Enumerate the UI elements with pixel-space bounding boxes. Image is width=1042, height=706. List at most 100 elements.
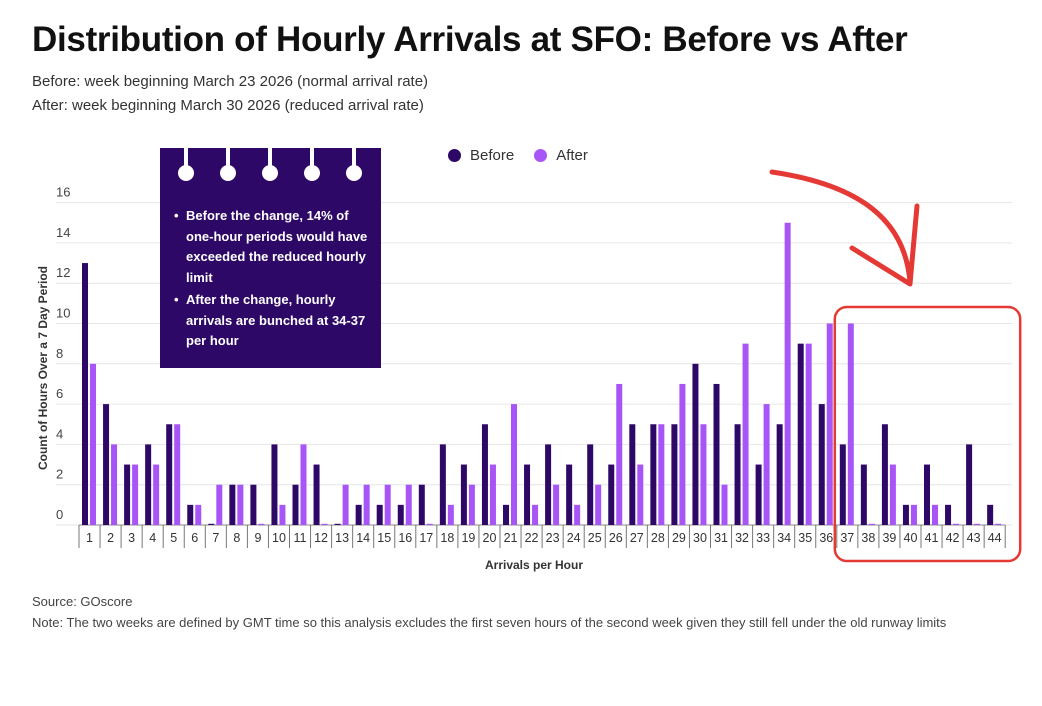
bar-before-2[interactable] [103, 404, 110, 525]
bar-before-42[interactable] [945, 504, 952, 525]
bar-before-24[interactable] [566, 464, 573, 525]
bar-before-27[interactable] [629, 424, 636, 525]
bar-before-18[interactable] [439, 444, 446, 525]
bar-before-41[interactable] [924, 464, 930, 525]
bar-before-10[interactable] [271, 444, 278, 525]
x-tick-label-20: 20 [483, 531, 497, 545]
bar-after-6[interactable] [195, 504, 202, 525]
bar-after-28[interactable] [658, 424, 665, 525]
legend-swatch-after [534, 149, 548, 162]
y-tick-label-0: 0 [56, 507, 63, 522]
bar-before-40[interactable] [902, 504, 909, 525]
bar-before-35[interactable] [797, 343, 804, 525]
bar-after-14[interactable] [363, 484, 370, 525]
ring-3 [262, 148, 278, 181]
bar-before-29[interactable] [671, 424, 678, 525]
bar-after-11[interactable] [300, 444, 307, 525]
bar-before-32[interactable] [734, 424, 741, 525]
bar-before-17[interactable] [418, 484, 425, 525]
bar-before-26[interactable] [608, 464, 615, 525]
bar-before-37[interactable] [839, 444, 846, 525]
bar-before-13[interactable] [334, 523, 341, 525]
bar-after-20[interactable] [489, 464, 496, 525]
bar-after-2[interactable] [111, 444, 118, 525]
bar-before-16[interactable] [397, 504, 404, 525]
annotation-bullets: Before the change, 14% of one-hour perio… [172, 206, 372, 354]
bar-before-12[interactable] [313, 464, 320, 525]
bar-after-44[interactable] [995, 523, 1002, 525]
bar-after-32[interactable] [742, 343, 749, 525]
bar-before-14[interactable] [355, 504, 362, 525]
bar-after-5[interactable] [174, 424, 181, 525]
bar-after-23[interactable] [553, 484, 560, 525]
bar-before-19[interactable] [460, 464, 467, 525]
bar-after-27[interactable] [637, 464, 644, 525]
bar-before-23[interactable] [545, 444, 552, 525]
bar-after-7[interactable] [216, 484, 223, 525]
bar-after-40[interactable] [910, 504, 917, 525]
bar-after-8[interactable] [237, 484, 244, 525]
bar-after-3[interactable] [132, 464, 139, 525]
bar-before-11[interactable] [292, 484, 299, 525]
x-tick-label-36: 36 [819, 531, 833, 545]
bar-before-31[interactable] [713, 383, 720, 525]
bar-after-30[interactable] [700, 424, 707, 525]
bar-after-36[interactable] [826, 323, 833, 526]
bar-after-42[interactable] [953, 523, 960, 525]
bar-before-28[interactable] [650, 424, 657, 525]
bar-after-31[interactable] [721, 484, 728, 525]
bar-before-43[interactable] [966, 444, 973, 525]
bar-before-36[interactable] [818, 404, 825, 525]
bar-before-8[interactable] [229, 484, 236, 525]
bar-before-25[interactable] [587, 444, 594, 525]
x-tick-label-3: 3 [128, 531, 135, 545]
bar-after-39[interactable] [889, 464, 896, 525]
bar-before-3[interactable] [124, 464, 131, 525]
bar-before-21[interactable] [503, 504, 509, 525]
bar-before-6[interactable] [187, 504, 194, 525]
bar-before-39[interactable] [881, 424, 888, 525]
bar-before-33[interactable] [755, 464, 762, 525]
bar-before-9[interactable] [250, 484, 257, 525]
bar-before-22[interactable] [524, 464, 531, 525]
y-tick-label-12: 12 [56, 265, 70, 280]
bar-after-16[interactable] [405, 484, 412, 525]
bar-after-18[interactable] [447, 504, 454, 525]
legend-item-before[interactable]: Before [448, 147, 514, 164]
bar-after-24[interactable] [574, 504, 581, 525]
bar-before-38[interactable] [860, 464, 867, 525]
bar-before-34[interactable] [776, 424, 783, 525]
bar-after-38[interactable] [868, 523, 875, 525]
bar-after-13[interactable] [342, 484, 349, 525]
bar-after-1[interactable] [90, 363, 96, 525]
bar-after-22[interactable] [532, 504, 539, 525]
bar-before-1[interactable] [82, 263, 88, 525]
bar-after-19[interactable] [468, 484, 475, 525]
bar-before-7[interactable] [208, 523, 215, 525]
annotation-note: Before the change, 14% of one-hour perio… [160, 148, 381, 368]
bar-before-5[interactable] [166, 424, 173, 525]
bar-after-35[interactable] [805, 343, 812, 525]
bar-before-30[interactable] [692, 363, 699, 525]
bar-before-4[interactable] [145, 444, 152, 525]
legend-item-after[interactable]: After [534, 147, 588, 164]
bar-after-10[interactable] [279, 504, 286, 525]
bar-before-44[interactable] [987, 504, 994, 525]
bar-after-21[interactable] [511, 404, 517, 525]
bar-after-17[interactable] [426, 523, 433, 525]
bar-after-26[interactable] [616, 383, 623, 525]
bar-after-41[interactable] [932, 504, 938, 525]
bar-after-15[interactable] [384, 484, 391, 525]
bar-after-25[interactable] [595, 484, 602, 525]
bar-after-34[interactable] [784, 222, 791, 525]
bar-after-12[interactable] [321, 523, 328, 525]
bar-after-9[interactable] [258, 523, 265, 525]
bar-after-29[interactable] [679, 383, 686, 525]
ring-1 [178, 148, 194, 181]
bar-after-33[interactable] [763, 404, 770, 525]
bar-before-15[interactable] [376, 504, 383, 525]
bar-after-4[interactable] [153, 464, 160, 525]
bar-after-37[interactable] [847, 323, 854, 526]
bar-after-43[interactable] [974, 523, 981, 525]
bar-before-20[interactable] [481, 424, 488, 525]
